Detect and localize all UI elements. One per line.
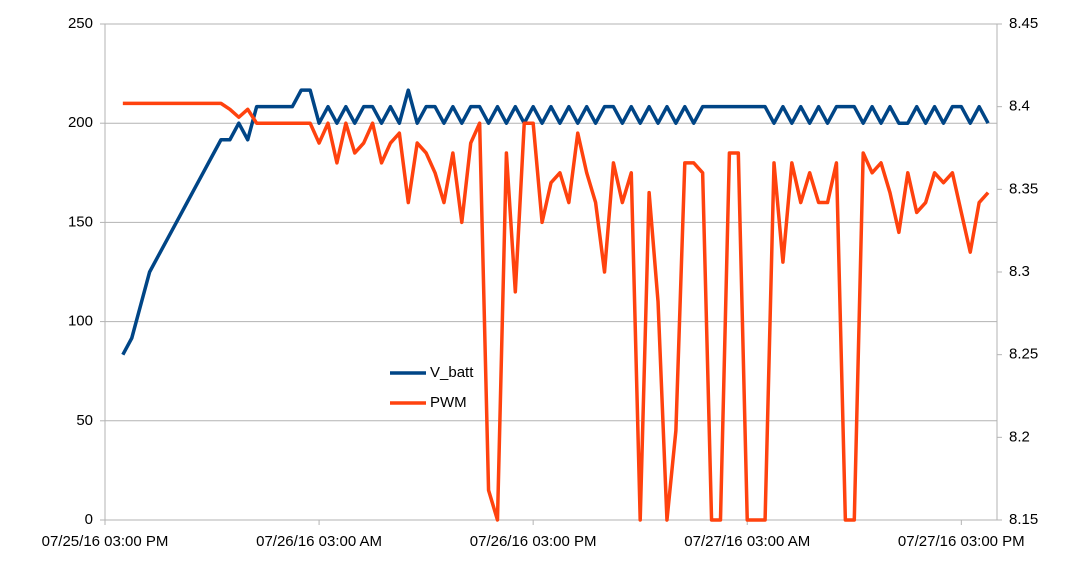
- y-tick-label: 100: [68, 313, 93, 330]
- x-tick-label: 07/26/16 03:00 PM: [470, 533, 597, 550]
- y-tick-label: 0: [85, 511, 93, 528]
- y2-tick-label: 8.2: [1009, 428, 1030, 445]
- x-tick-label: 07/25/16 03:00 PM: [42, 533, 169, 550]
- y2-tick-label: 8.35: [1009, 180, 1038, 197]
- y2-tick-label: 8.4: [1009, 98, 1030, 115]
- y-tick-label: 200: [68, 114, 93, 131]
- y-tick-label: 150: [68, 213, 93, 230]
- series-line: [121, 88, 990, 356]
- legend-label: V_batt: [430, 364, 474, 381]
- y-tick-label: 250: [68, 15, 93, 32]
- x-tick-label: 07/26/16 03:00 AM: [256, 533, 382, 550]
- x-tick-label: 07/27/16 03:00 AM: [684, 533, 810, 550]
- legend-label: PWM: [430, 394, 467, 411]
- y2-tick-label: 8.45: [1009, 15, 1038, 32]
- series-line: [122, 101, 990, 522]
- y-tick-label: 50: [76, 412, 93, 429]
- y2-tick-label: 8.3: [1009, 263, 1030, 280]
- y2-tick-label: 8.25: [1009, 346, 1038, 363]
- y2-tick-label: 8.15: [1009, 511, 1038, 528]
- x-tick-label: 07/27/16 03:00 PM: [898, 533, 1025, 550]
